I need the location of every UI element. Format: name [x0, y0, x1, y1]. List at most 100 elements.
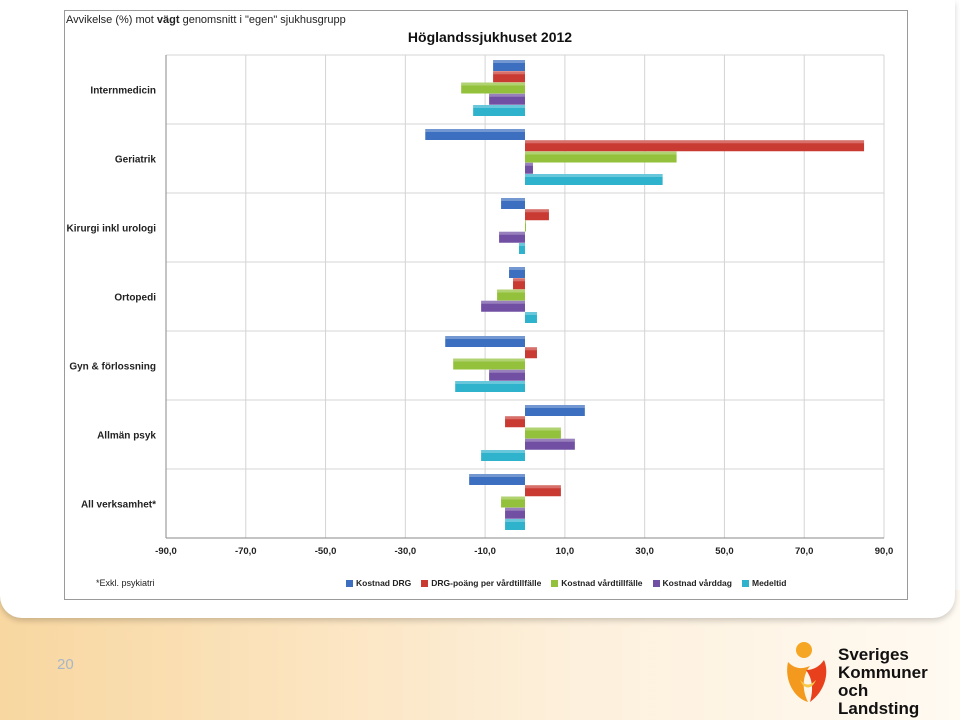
legend-item: Kostnad vårddag [652, 578, 732, 588]
logo-text: Sveriges Kommuner och Landsting [838, 646, 950, 718]
bar-highlight [525, 405, 585, 408]
bar-highlight [501, 198, 525, 201]
skl-logo: Sveriges Kommuner och Landsting [780, 640, 950, 718]
legend-item: Medeltid [741, 578, 787, 588]
bar-highlight [453, 358, 525, 362]
bar-highlight [481, 300, 525, 304]
bar-highlight [455, 381, 525, 384]
bar-highlight [509, 267, 525, 270]
footnote: *Exkl. psykiatri [96, 578, 155, 588]
bar-highlight [525, 427, 561, 431]
bar [525, 438, 575, 450]
legend-label: Medeltid [751, 578, 787, 588]
bar [525, 162, 533, 174]
bar [493, 60, 525, 71]
bar-highlight [525, 162, 533, 166]
bar-highlight [497, 289, 525, 293]
bar [425, 129, 525, 140]
legend-label: Kostnad vårdtillfälle [561, 578, 643, 588]
legend-swatch [346, 579, 353, 587]
x-tick-label: -30,0 [395, 546, 417, 557]
category-label: Kirurgi inkl urologi [67, 224, 157, 235]
bar [525, 347, 537, 359]
bar-highlight [525, 151, 677, 155]
legend-label: Kostnad vårddag [662, 578, 732, 588]
x-tick-label: -70,0 [235, 546, 257, 557]
bar [493, 71, 525, 83]
bar [453, 358, 525, 370]
bar [525, 312, 537, 323]
bar [497, 289, 525, 301]
x-tick-label: 10,0 [556, 546, 575, 557]
bar-highlight [489, 369, 525, 373]
bar-highlight [445, 336, 525, 339]
legend-swatch [551, 579, 559, 587]
chart-plot: -90,0 -70,0 -50,0 -30,0 -10,0 10,0 30,0 50,0 70,… [67, 54, 893, 557]
bar [455, 381, 525, 392]
legend-swatch [652, 579, 660, 587]
chart-header: Avvikelse (%) mot vägt genomsnitt i "ege… [66, 14, 346, 26]
bar [445, 336, 525, 347]
bar [481, 300, 525, 312]
bar-highlight [505, 519, 525, 522]
bar-highlight [525, 174, 663, 177]
slide-number: 20 [57, 656, 74, 673]
x-tick-label: 70,0 [795, 546, 814, 557]
bar-highlight [525, 438, 575, 442]
bar [505, 507, 525, 519]
bar-highlight [525, 220, 526, 224]
bar [513, 278, 525, 290]
bar [501, 198, 525, 209]
bar-highlight [525, 485, 561, 489]
bar [501, 496, 525, 508]
logo-line1: Sveriges [838, 645, 909, 664]
logo-line2: Kommuner [838, 663, 928, 682]
bar-highlight [493, 71, 525, 75]
bar-highlight [481, 450, 525, 453]
bar-highlight [525, 209, 549, 213]
bar [469, 474, 525, 485]
x-tick-label: -90,0 [155, 546, 177, 557]
legend-item: DRG-poäng per vårdtillfälle [421, 578, 541, 588]
bar [505, 416, 525, 428]
bar-highlight [493, 60, 525, 63]
bar [525, 151, 677, 163]
bar [525, 220, 526, 232]
bar-highlight [513, 278, 525, 282]
bar-highlight [525, 140, 865, 144]
bar [509, 267, 525, 278]
legend-swatch [741, 579, 749, 587]
x-tick-label: -10,0 [474, 546, 496, 557]
bar [525, 427, 561, 439]
bar-highlight [505, 507, 525, 511]
bar [489, 369, 525, 381]
bar [461, 82, 525, 94]
x-tick-label: -50,0 [315, 546, 337, 557]
chart-legend: Kostnad DRG DRG-poäng per vårdtillfälle … [346, 578, 786, 588]
header-bold: vägt [156, 14, 180, 26]
bar-highlight [505, 416, 525, 420]
legend-label: Kostnad DRG [356, 578, 412, 588]
header-suffix: genomsnitt i "egen" sjukhusgrupp [182, 14, 346, 26]
bar [525, 209, 549, 221]
logo-figure-icon [787, 642, 827, 702]
x-tick-label: 30,0 [635, 546, 654, 557]
bar [505, 519, 525, 530]
legend-item: Kostnad DRG [346, 578, 411, 588]
category-label: Ortopedi [114, 293, 156, 304]
bar [499, 231, 525, 243]
bar-highlight [473, 105, 525, 108]
bar [519, 243, 525, 254]
bar-highlight [461, 82, 525, 86]
legend-swatch [421, 579, 429, 587]
bar [525, 485, 561, 497]
bar [525, 405, 585, 416]
category-label: All verksamhet* [81, 500, 156, 511]
bar-highlight [519, 243, 525, 246]
x-tick-label: 50,0 [715, 546, 734, 557]
bar-highlight [525, 312, 537, 315]
legend-label: DRG-poäng per vårdtillfälle [431, 578, 542, 588]
logo-line3: och Landsting [838, 681, 920, 718]
legend-item: Kostnad vårdtillfälle [551, 578, 643, 588]
bar [481, 450, 525, 461]
